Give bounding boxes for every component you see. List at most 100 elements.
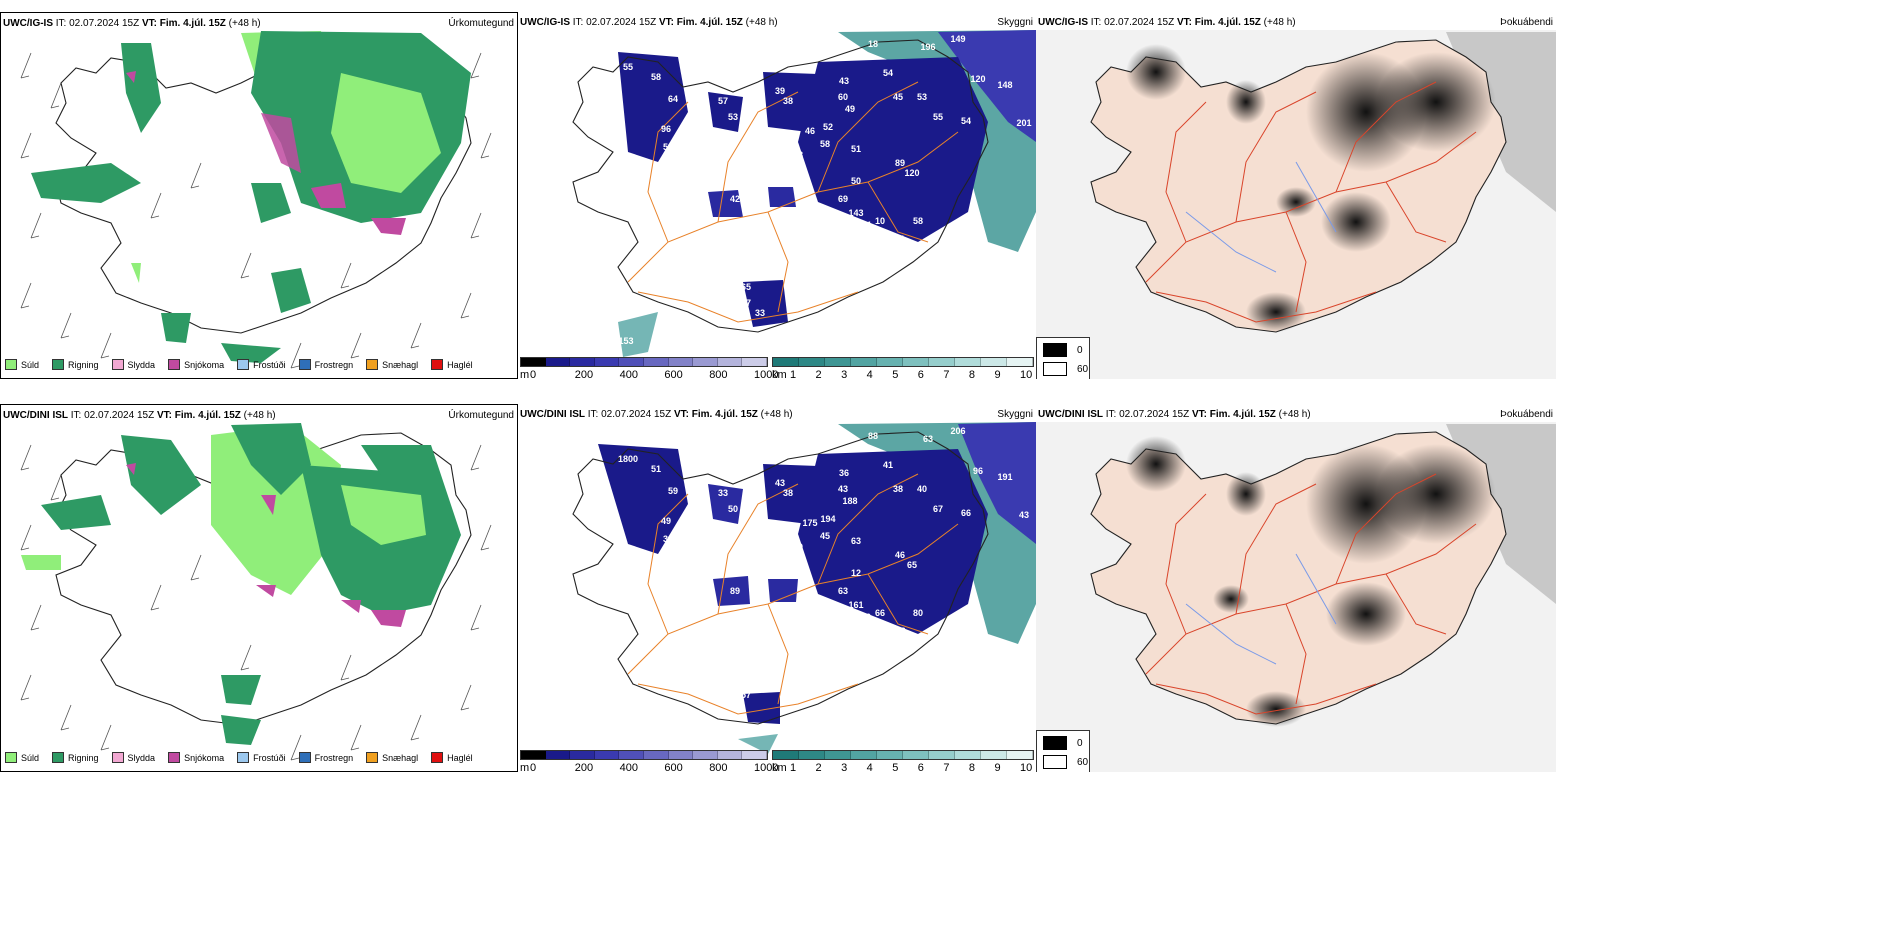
visibility-value: 12 (851, 568, 861, 578)
colorbar-cell (643, 358, 669, 366)
colorbar-cell (825, 358, 851, 366)
fog-legend-label: 0 (1077, 344, 1083, 356)
legend-swatch (52, 359, 65, 370)
colorbar-cell (981, 358, 1007, 366)
visibility-value: 10 (861, 612, 871, 622)
fog-legend-swatch (1043, 362, 1067, 376)
fog-legend-row: 60 (1043, 362, 1088, 376)
visibility-value: 53 (728, 112, 738, 122)
colorbar-cell (903, 358, 929, 366)
legend-item: Frostúði (237, 359, 286, 370)
colorbar-cell (570, 358, 595, 366)
lead-time: (+48 h) (228, 18, 261, 29)
colorbar-cell (877, 358, 903, 366)
colorbar-tick: 200 (574, 369, 594, 379)
legend-label: Slydda (127, 359, 156, 370)
colorbar-cell (619, 358, 644, 366)
visibility-value: 201 (1016, 118, 1031, 128)
visibility-value: 206 (950, 426, 965, 436)
colorbar-cell (668, 358, 694, 366)
visibility-value: 38 (893, 484, 903, 494)
legend-swatch (168, 359, 181, 370)
colorbar-tick: 8 (968, 369, 975, 379)
visibility-value: 153 (618, 336, 633, 346)
legend-item: Snjókoma (168, 359, 224, 370)
legend-item: Haglél (431, 359, 473, 370)
colorbar-tick: 8 (968, 762, 975, 772)
colorbar-cell (521, 751, 546, 759)
visibility-value: 50 (851, 176, 861, 186)
colorbar-cell (742, 358, 767, 366)
colorbar-cell (545, 358, 571, 366)
visibility-value: 41 (883, 460, 893, 470)
visibility-value: 33 (718, 488, 728, 498)
legend-swatch (237, 359, 250, 370)
colorbar-tick: 1000 (754, 369, 779, 379)
colorbar-unit: m (520, 762, 530, 772)
colorbar-tick: 0 (530, 762, 537, 772)
fog-legend-swatch (1043, 736, 1067, 750)
visibility-value: 38 (735, 704, 745, 714)
legend-item: Snæhagl (366, 752, 418, 763)
fog-map-2 (1036, 422, 1556, 772)
colorbar-unit: m (520, 369, 530, 379)
legend-label: Rigning (68, 752, 99, 763)
colorbar-tick: 7 (943, 762, 950, 772)
colorbar-cell (903, 751, 929, 759)
colorbar-cell (851, 751, 877, 759)
colorbar-cell (643, 751, 669, 759)
fog-map-1 (1036, 30, 1556, 379)
visibility-value: 1800 (618, 454, 638, 464)
visibility-value: 66 (961, 508, 971, 518)
legend-swatch (5, 359, 17, 370)
legend-swatch (111, 359, 124, 370)
colorbar-tick: 400 (619, 369, 638, 379)
colorbar-tick: 800 (709, 369, 728, 379)
colorbar-tick: 800 (709, 762, 728, 772)
precip-areas (21, 423, 461, 745)
visibility-value: 194 (820, 514, 835, 524)
low-cloud-areas (598, 444, 988, 724)
visibility-value: 65 (741, 282, 751, 292)
colorbar-tick: 4 (866, 762, 873, 772)
visibility-value: 50 (728, 504, 738, 514)
precip-panel-2: UWC/DINI ISL IT: 02.07.2024 15Z VT: Fim.… (0, 404, 518, 772)
colorbar-cell (825, 751, 851, 759)
legend-item: Slydda (111, 752, 156, 763)
fog-panel-1: UWC/IG-IS IT: 02.07.2024 15Z VT: Fim. 4.… (1036, 12, 1556, 379)
visibility-value: 33 (755, 308, 765, 318)
colorbar-tick: 10 (1020, 369, 1033, 379)
visibility-value: 51 (851, 144, 861, 154)
colorbar-cell (521, 358, 546, 366)
visibility-value: 43 (1019, 510, 1029, 520)
precip-panel-1: UWC/IG-IS IT: 02.07.2024 15Z VT: Fim. 4.… (0, 12, 518, 379)
visibility-value: 10 (875, 216, 885, 226)
valid-time: Fim. 4.júl. 15Z (159, 18, 226, 29)
fog-legend-swatch (1043, 343, 1067, 357)
visibility-panel-2: 88 63 206 1800 51 59 33 50 43 38 36 43 41 38 40 96 191 18… (518, 404, 1036, 772)
fog-legend-row: 60 (1043, 755, 1088, 769)
legend-item: Súld (5, 752, 39, 763)
visibility-value: 55 (933, 112, 943, 122)
visibility-value: 40 (917, 484, 927, 494)
visibility-value: 54 (961, 116, 971, 126)
visibility-value: 58 (651, 72, 661, 82)
legend-label: Snæhagl (382, 752, 419, 763)
model-name: UWC/IG-IS (3, 18, 53, 29)
sea-fog-areas (618, 30, 1036, 357)
colorbar-tick: 1 (790, 762, 797, 772)
legend-label: Súld (21, 752, 40, 763)
visibility-value: 57 (741, 298, 751, 308)
panel-title: Skyggni (997, 17, 1033, 28)
legend-label: Slydda (127, 752, 156, 763)
colorbar-cell (851, 358, 877, 366)
visibility-value: 89 (730, 586, 740, 596)
precip-map-1 (20, 31, 492, 369)
visibility-value: 15 (769, 166, 779, 176)
fog-legend: 0 60 (1036, 337, 1090, 379)
fog-legend-label: 60 (1077, 363, 1089, 375)
colorbar-tick: 9 (994, 762, 1001, 772)
